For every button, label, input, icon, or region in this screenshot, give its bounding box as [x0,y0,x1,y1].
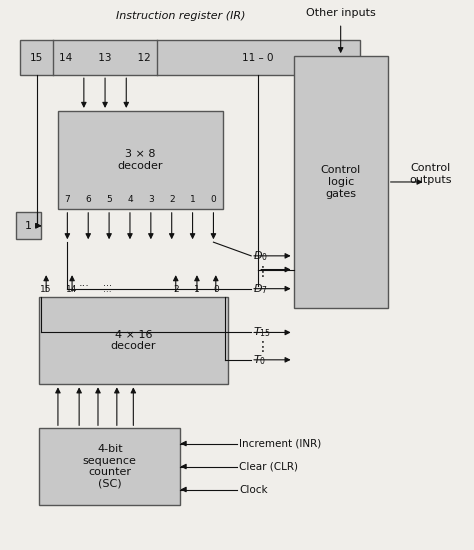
Text: 15: 15 [40,285,52,294]
Text: 0: 0 [213,285,219,294]
Text: 2: 2 [169,195,174,204]
Text: 2: 2 [173,285,179,294]
Text: Clear (CLR): Clear (CLR) [239,461,298,471]
Text: Instruction register (IR): Instruction register (IR) [116,10,245,20]
Text: 15: 15 [30,53,43,63]
Text: ...: ... [78,278,89,288]
Text: 1: 1 [194,285,200,294]
Text: 1: 1 [25,221,32,231]
Text: ...: ... [103,285,112,294]
Bar [16,212,41,239]
Text: $D_7$: $D_7$ [254,282,268,295]
Text: 7: 7 [64,195,70,204]
Text: $T_{15}$: $T_{15}$ [254,326,272,339]
Text: ⋮: ⋮ [256,265,270,279]
Text: 1: 1 [190,195,195,204]
Text: Control
logic
gates: Control logic gates [320,166,361,199]
Text: 4: 4 [127,195,133,204]
Bar [293,56,388,308]
Text: 6: 6 [85,195,91,204]
Text: Increment (INR): Increment (INR) [239,438,321,449]
Text: Control
outputs: Control outputs [409,163,452,185]
Bar [58,111,223,210]
Bar [39,297,228,384]
Text: 14: 14 [66,285,78,294]
Text: ...: ... [103,278,112,288]
Text: 14        13        12: 14 13 12 [59,53,151,63]
Text: Other inputs: Other inputs [306,8,375,18]
Text: 11 – 0: 11 – 0 [243,53,274,63]
Text: 4 × 16
decoder: 4 × 16 decoder [110,330,156,351]
Text: 0: 0 [210,195,216,204]
Text: 5: 5 [106,195,112,204]
Text: 4-bit
sequence
counter
(SC): 4-bit sequence counter (SC) [83,444,137,489]
Bar [39,428,181,505]
Text: ⋮: ⋮ [256,340,270,354]
Bar [20,40,359,75]
Text: $T_0$: $T_0$ [254,353,267,367]
Text: $D_0$: $D_0$ [254,249,268,263]
Text: Clock: Clock [239,485,268,494]
Text: 3: 3 [148,195,154,204]
Text: 3 × 8
decoder: 3 × 8 decoder [118,149,163,171]
